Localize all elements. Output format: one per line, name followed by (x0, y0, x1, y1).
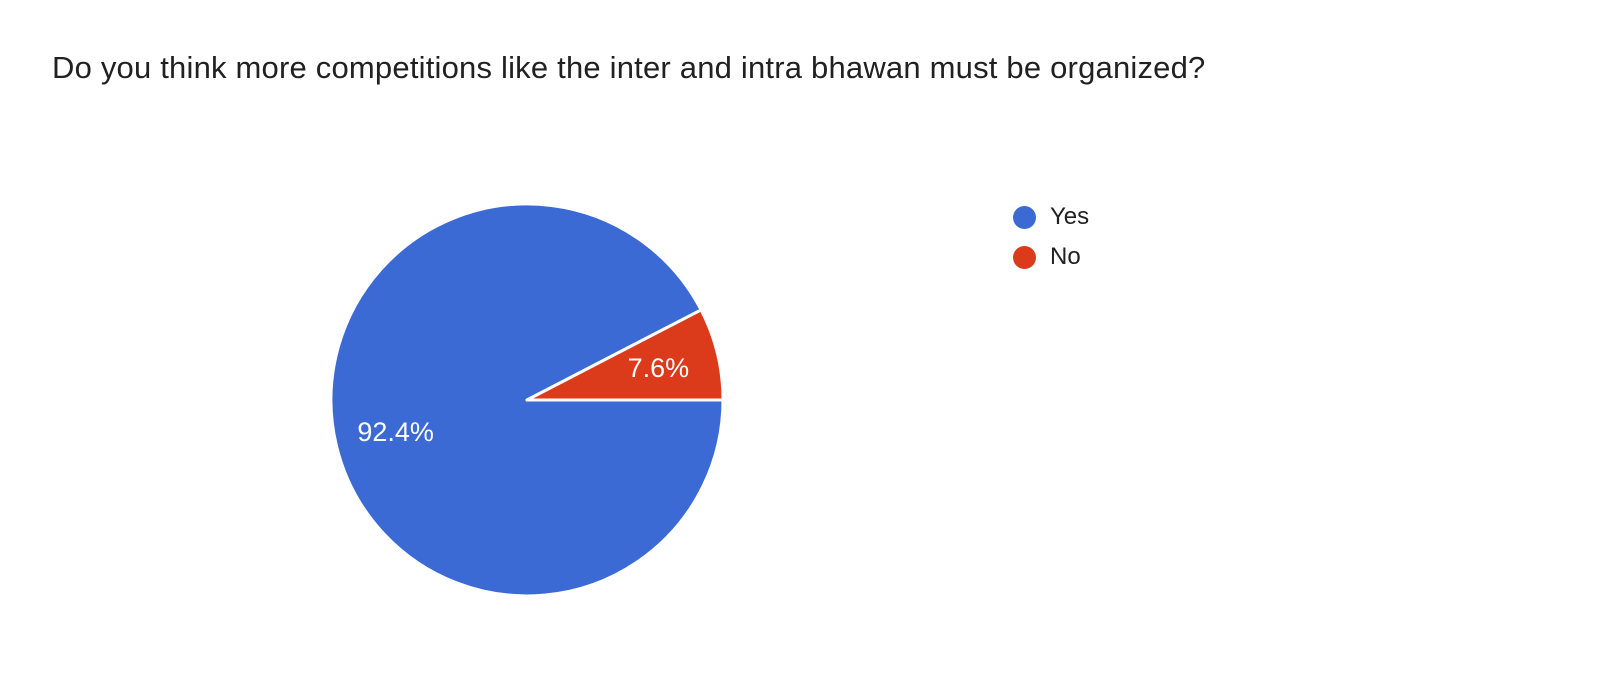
pie-slice-no[interactable] (525, 308, 725, 402)
legend-swatch-yes-icon (1013, 205, 1036, 229)
legend-label-yes: Yes (1050, 203, 1090, 230)
chart-title: Do you think more competitions like the … (52, 50, 1206, 85)
legend-item-yes: Yes (1013, 197, 1089, 237)
legend-swatch-no-icon (1013, 245, 1036, 269)
legend-label-no: No (1050, 243, 1081, 270)
legend-item-no: No (1013, 237, 1089, 277)
pie-slice-label-yes: 92.4% (357, 417, 434, 447)
pie-slice-label-no: 7.6% (628, 353, 690, 383)
legend: Yes No (1013, 197, 1089, 277)
